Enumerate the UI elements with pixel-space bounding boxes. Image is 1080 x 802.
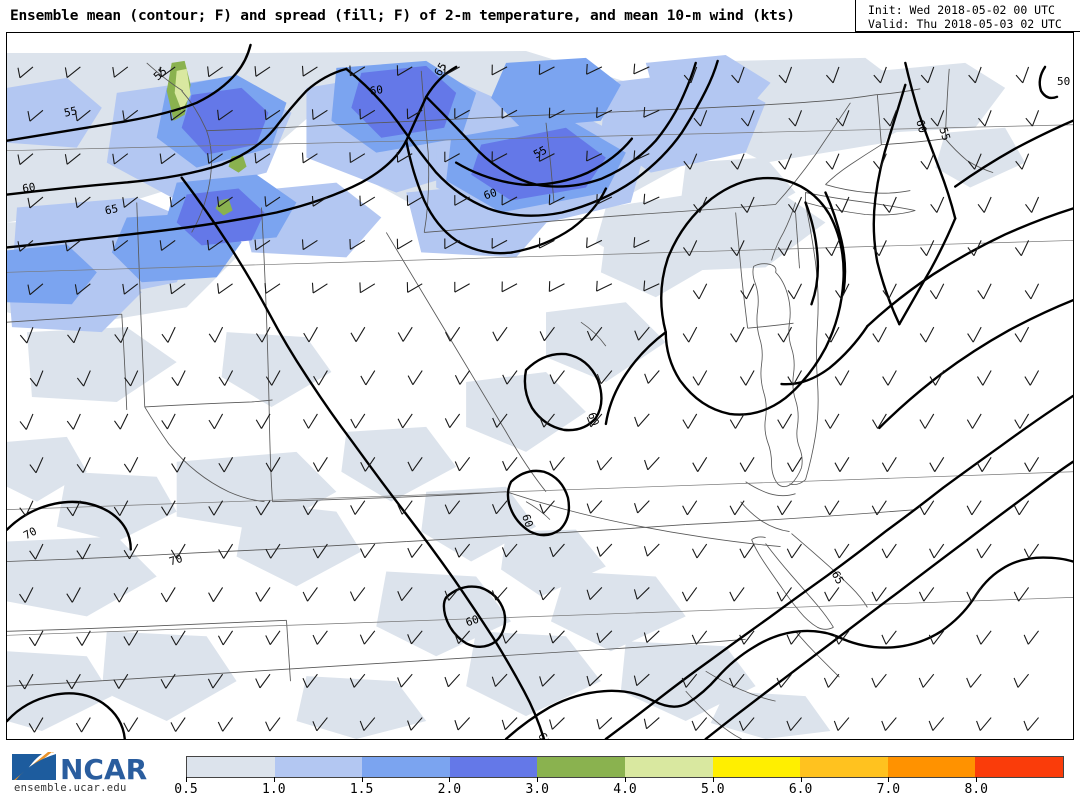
colorbar-tick-0 (186, 777, 187, 782)
svg-text:60: 60 (482, 186, 499, 202)
svg-text:70: 70 (21, 525, 39, 543)
graticule-layer (7, 124, 1073, 636)
colorbar-tick-9 (976, 777, 978, 782)
colorbar-label-1: 1.0 (262, 782, 286, 797)
colorbar-label-9: 8.0 (964, 782, 988, 797)
ncar-url-label: ensemble.ucar.edu (14, 782, 127, 794)
colorbar-segment-7 (800, 757, 888, 777)
colorbar-segment-8 (887, 757, 976, 777)
contour-layer (7, 43, 1073, 739)
svg-text:70: 70 (168, 552, 185, 568)
valid-time-label: Valid: Thu 2018-05-03 02 UTC (868, 17, 1062, 31)
svg-text:50: 50 (1057, 75, 1070, 88)
colorbar-tick-8 (888, 777, 890, 782)
init-time-label: Init: Wed 2018-05-02 00 UTC (868, 3, 1055, 17)
colorbar-tick-5 (625, 777, 626, 782)
svg-text:65: 65 (535, 731, 552, 739)
colorbar-tick-7 (800, 777, 802, 782)
colorbar-segment-6 (712, 757, 801, 777)
colorbar-segment-5 (624, 757, 713, 777)
svg-text:55: 55 (936, 126, 952, 143)
colorbar-label-8: 7.0 (876, 782, 901, 797)
colorbar-segment-0 (187, 757, 275, 777)
colorbar-segment-3 (449, 757, 538, 777)
colorbar-tick-2 (361, 777, 363, 782)
svg-text:60: 60 (464, 613, 481, 629)
svg-text:65: 65 (829, 569, 847, 587)
colorbar-tick-labels: 0.5 1.0 1.5 2.0 3.0 4.0 5.0 6.0 7.0 8.0 (174, 782, 1064, 802)
footer-bar: NCAR ensemble.ucar.edu 0.5 1.0 1.5 2.0 3.0 4.… (0, 742, 1080, 800)
colorbar-label-2: 1.5 (349, 782, 374, 797)
spread-fill-layer (7, 50, 1026, 739)
colorbar-segment-9 (975, 757, 1063, 777)
forecast-time-stamp-box: Init: Wed 2018-05-02 00 UTC Valid: Thu 2… (855, 0, 1080, 32)
ncar-logo[interactable]: NCAR (8, 746, 168, 798)
colorbar[interactable]: 0.5 1.0 1.5 2.0 3.0 4.0 5.0 6.0 7.0 8.0 (174, 756, 1064, 797)
colorbar-label-0: 0.5 (174, 782, 198, 797)
colorbar-label-5: 4.0 (613, 782, 637, 797)
colorbar-tick-1 (273, 777, 275, 782)
svg-text:60: 60 (913, 118, 929, 134)
map-canvas[interactable]: 55 55 60 65 60 65 55 60 60 55 50 60 60 6… (6, 32, 1074, 740)
map-svg: 55 55 60 65 60 65 55 60 60 55 50 60 60 6… (7, 33, 1073, 739)
colorbar-label-3: 2.0 (437, 782, 462, 797)
colorbar-segment-4 (537, 757, 625, 777)
svg-text:60: 60 (21, 180, 36, 195)
colorbar-gradient (186, 756, 1064, 778)
colorbar-label-6: 5.0 (701, 782, 725, 797)
header-bar: Ensemble mean (contour; F) and spread (f… (0, 0, 1080, 34)
colorbar-tick-4 (537, 777, 539, 782)
colorbar-ticks (186, 777, 1064, 782)
geography-layer (7, 62, 994, 739)
colorbar-label-4: 3.0 (525, 782, 549, 797)
svg-text:55: 55 (63, 104, 79, 119)
svg-text:65: 65 (104, 202, 120, 217)
ncar-logo-text: NCAR (60, 753, 147, 786)
colorbar-tick-3 (449, 777, 451, 782)
colorbar-tick-6 (712, 777, 714, 782)
colorbar-segment-2 (362, 757, 450, 777)
colorbar-segment-1 (274, 757, 363, 777)
page-title: Ensemble mean (contour; F) and spread (f… (10, 8, 795, 24)
svg-text:60: 60 (519, 513, 535, 530)
colorbar-label-7: 6.0 (788, 782, 813, 797)
svg-text:60: 60 (369, 83, 384, 98)
